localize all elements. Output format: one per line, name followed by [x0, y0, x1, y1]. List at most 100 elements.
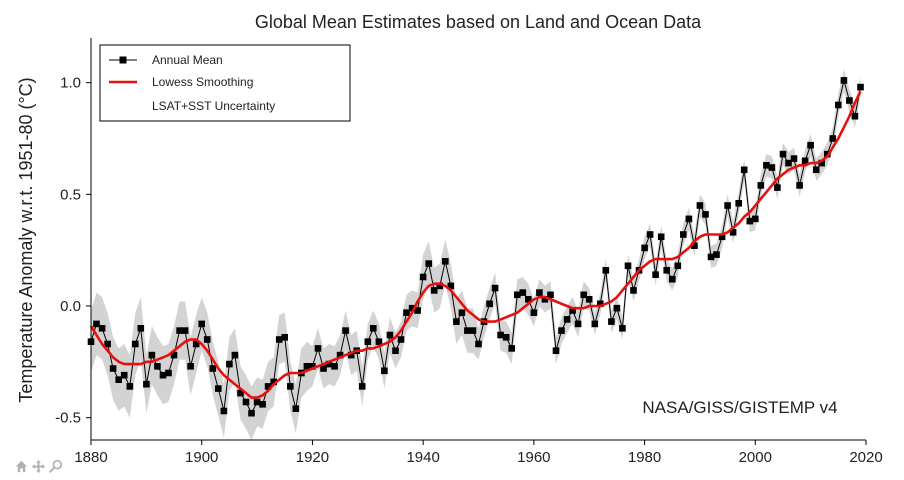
annual-mean-point [774, 184, 781, 191]
legend-uncertainty-label: LSAT+SST Uncertainty [152, 99, 275, 113]
annual-mean-point [469, 327, 477, 334]
annual-mean-point [818, 159, 825, 167]
annual-mean-point [370, 325, 377, 332]
x-tick-label: 1980 [628, 449, 661, 466]
annual-mean-point [303, 363, 311, 370]
annual-mean-point [198, 320, 205, 328]
annual-mean-point [325, 360, 333, 368]
annual-mean-point [143, 380, 150, 388]
annual-mean-point [746, 217, 754, 225]
annual-mean-point [846, 97, 853, 104]
annual-mean-point [768, 164, 776, 171]
annual-mean-point [187, 363, 194, 370]
annual-mean-point [292, 405, 300, 412]
annual-mean-point [458, 309, 466, 316]
annual-mean-point [275, 336, 283, 343]
uncertainty-band [91, 69, 861, 441]
annual-mean-point [109, 365, 117, 372]
legend-box [99, 44, 351, 122]
annual-mean-point [663, 267, 670, 274]
annual-mean-point [336, 351, 344, 359]
annual-mean-point [585, 296, 593, 303]
annual-mean-point [669, 275, 676, 283]
annual-mean-point [796, 182, 803, 189]
annual-mean-point [253, 398, 261, 406]
legend-lowess-label: Lowess Smoothing [152, 75, 253, 89]
y-tick-label: 0.0 [60, 298, 81, 315]
annual-mean-point [779, 150, 787, 158]
annual-mean-point [148, 351, 156, 359]
annual-mean-point [436, 282, 443, 290]
annual-mean-point [248, 409, 255, 417]
uncertainty-band-layer [91, 69, 861, 441]
annual-mean-point [104, 340, 111, 348]
annual-mean-point [309, 363, 316, 370]
annual-mean-point [159, 371, 167, 379]
annual-mean-point [574, 320, 582, 328]
annual-mean-point [486, 300, 493, 308]
chart-title: Global Mean Estimates based on Land and … [255, 12, 702, 32]
annual-mean-point [215, 385, 222, 392]
annual-mean-point [209, 365, 217, 372]
annual-mean-point [154, 363, 161, 370]
annual-mean-point [514, 291, 521, 299]
home-icon[interactable] [14, 459, 29, 474]
x-tick-label: 1960 [517, 449, 550, 466]
annual-mean-point [264, 383, 272, 390]
x-tick-label: 2000 [739, 449, 772, 466]
annual-mean-point [630, 287, 637, 294]
annual-mean-point [569, 307, 576, 314]
legend-annual-mean-marker [119, 56, 127, 64]
annual-mean-point [397, 336, 405, 343]
annual-mean-point [165, 369, 172, 377]
annual-mean-point [812, 166, 820, 174]
y-tick-label: 0.5 [60, 186, 81, 203]
annual-mean-point [192, 340, 200, 348]
lowess-smoothing-line [89, 91, 862, 399]
annual-mean-point [763, 162, 770, 169]
plot-toolbar [14, 459, 63, 474]
annual-mean-point [785, 159, 792, 167]
x-tick-label: 1880 [74, 449, 107, 466]
zoom-icon[interactable] [48, 459, 63, 474]
annual-mean-point [558, 327, 565, 334]
annual-mean-point [641, 244, 648, 252]
annual-mean-point [425, 260, 432, 267]
annual-mean-point [132, 340, 139, 348]
annual-mean-point [497, 331, 504, 339]
annual-mean-point [829, 135, 837, 142]
annual-mean-point [757, 182, 765, 189]
annual-mean-point [591, 320, 599, 328]
annual-mean-point [680, 231, 687, 238]
annual-mean-point [491, 284, 499, 292]
annual-mean-point [580, 291, 587, 299]
annual-mean-point [403, 309, 410, 316]
annual-mean-point [729, 229, 737, 236]
pan-icon[interactable] [31, 459, 46, 474]
annual-mean-point [364, 338, 372, 345]
annual-mean-point [624, 262, 632, 270]
annual-mean-point [287, 383, 294, 390]
annual-mean-point [525, 296, 532, 303]
annual-mean-point [541, 296, 549, 303]
annual-mean-point [442, 258, 449, 265]
annual-mean-point [857, 83, 864, 91]
annual-mean-point [735, 200, 742, 207]
annual-mean-point [392, 347, 399, 354]
x-tick-label: 1900 [185, 449, 218, 466]
x-tick-label: 2020 [849, 449, 882, 466]
annual-mean-point [530, 309, 538, 316]
annual-mean-point [696, 202, 704, 209]
annual-mean-point [408, 304, 416, 312]
y-tick-label: 1.0 [60, 75, 81, 92]
source-annotation: NASA/GISS/GISTEMP v4 [642, 398, 837, 417]
annual-mean-point [657, 233, 665, 241]
annual-mean-point [331, 363, 338, 370]
annual-mean-point [807, 141, 814, 149]
annual-mean-point [93, 320, 100, 328]
annual-mean-point [237, 389, 244, 397]
annual-mean-point [547, 291, 554, 299]
annual-mean-point [597, 300, 604, 308]
annual-mean-point [464, 327, 471, 334]
